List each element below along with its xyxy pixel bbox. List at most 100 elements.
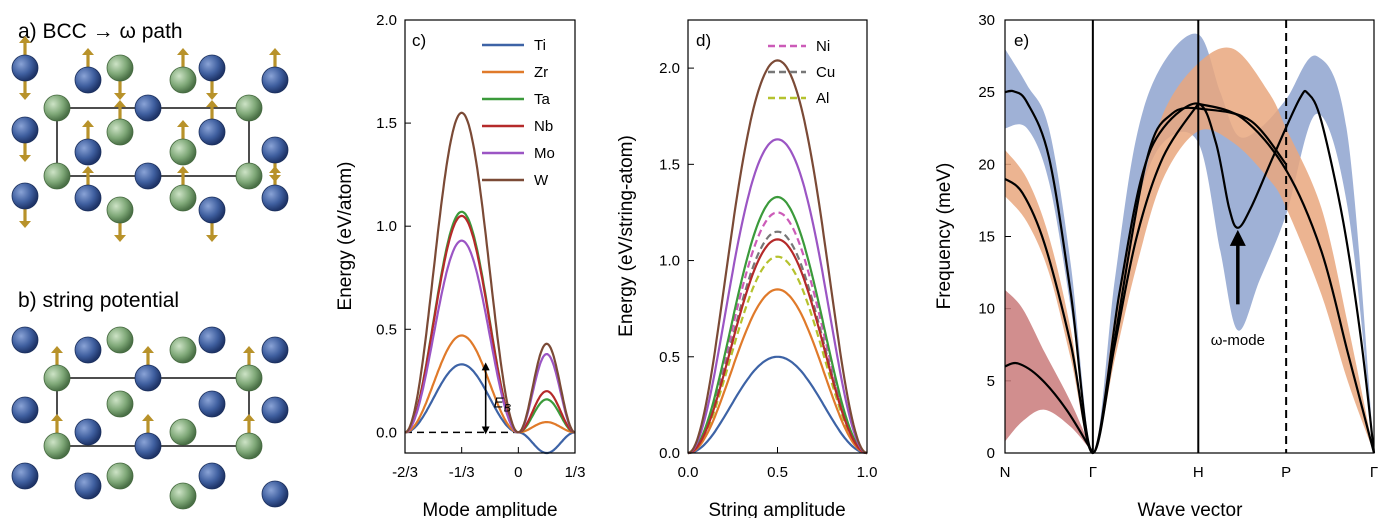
green-atom xyxy=(43,364,71,392)
x-tick-label: 0 xyxy=(514,464,522,481)
legend-label-Ti: Ti xyxy=(534,37,546,54)
arrow-head xyxy=(269,166,281,173)
chart-panel-d: 0.0 0.5 1.0 1.5 2.0 0.0 0.5 1.0 Ni Cu Al d) String… xyxy=(616,19,878,518)
x-tick-label: 0.0 xyxy=(678,464,699,481)
y-tick-label: 0.0 xyxy=(659,445,680,462)
legend-label-Ta: Ta xyxy=(534,91,551,108)
x-tick-label: N xyxy=(1000,464,1011,481)
panel-b: b) string potential xyxy=(11,289,289,510)
x-tick-label: 0.5 xyxy=(767,464,788,481)
green-atom xyxy=(43,432,71,460)
arrow-head xyxy=(19,36,31,43)
blue-atom xyxy=(261,396,289,424)
arrow-head xyxy=(177,166,189,173)
blue-atom xyxy=(261,480,289,508)
panel-e-label: e) xyxy=(1014,31,1029,50)
panel-d-xlabel: String amplitude xyxy=(708,500,845,518)
green-atom xyxy=(169,418,197,446)
y-tick-label: 0 xyxy=(987,445,995,462)
blue-atom xyxy=(134,432,162,460)
y-tick-label: 20 xyxy=(978,156,995,173)
dispersion-line-4 xyxy=(1004,361,1094,454)
x-tick-label: P xyxy=(1281,464,1291,481)
blue-atom xyxy=(134,94,162,122)
series-line-unlabeled-5 xyxy=(687,195,868,455)
dispersion-line-1 xyxy=(1004,103,1200,455)
x-tick-label: -2/3 xyxy=(392,464,418,481)
blue-atom xyxy=(11,462,39,490)
legend-label-Zr: Zr xyxy=(534,64,548,81)
blue-atom xyxy=(74,336,102,364)
blue-atom xyxy=(134,162,162,190)
dispersion-line-3 xyxy=(1109,106,1287,367)
arrow-head xyxy=(206,235,218,242)
blue-atom xyxy=(198,390,226,418)
x-tick-label: 1.0 xyxy=(857,464,878,481)
green-atom xyxy=(235,94,263,122)
blue-atom xyxy=(198,118,226,146)
y-tick-label: 1.0 xyxy=(376,218,397,235)
arrow-head xyxy=(142,414,154,421)
arrow-head xyxy=(206,100,218,107)
green-atom xyxy=(106,54,134,82)
panel-d-frame xyxy=(687,19,868,454)
arrow-head xyxy=(51,414,63,421)
omega-mode-annotation: ω-mode xyxy=(1211,332,1265,349)
green-atom xyxy=(106,462,134,490)
series-line-unlabeled-8 xyxy=(687,59,868,455)
panel-c-ylabel: Energy (eV/atom) xyxy=(335,162,356,311)
green-atom xyxy=(235,432,263,460)
series-line-W xyxy=(404,111,576,434)
green-atom xyxy=(235,364,263,392)
green-atom xyxy=(106,118,134,146)
series-line-Al xyxy=(687,255,868,455)
y-tick-label: 30 xyxy=(978,12,995,29)
blue-atom xyxy=(74,184,102,212)
series-line-unlabeled-6 xyxy=(687,238,868,455)
legend-label-Mo: Mo xyxy=(534,145,555,162)
series-line-Cu xyxy=(687,230,868,455)
green-atom xyxy=(169,184,197,212)
arrow-head xyxy=(243,346,255,353)
y-tick-label: 15 xyxy=(978,229,995,246)
arrow-head xyxy=(177,48,189,55)
blue-atom xyxy=(198,462,226,490)
y-tick-label: 2.0 xyxy=(659,60,680,77)
blue-atom xyxy=(261,336,289,364)
arrow-head xyxy=(114,93,126,100)
arrow-head xyxy=(114,100,126,107)
panel-e-xlabel: Wave vector xyxy=(1138,500,1244,518)
y-tick-label: 0.5 xyxy=(376,321,397,338)
panel-d-ylabel: Energy (eV/string-atom) xyxy=(616,135,637,337)
y-tick-label: 1.5 xyxy=(376,115,397,132)
green-atom xyxy=(106,196,134,224)
green-atom xyxy=(43,94,71,122)
arrow-head xyxy=(82,166,94,173)
arrow-head xyxy=(19,221,31,228)
blue-atom xyxy=(11,54,39,82)
y-tick-label: 2.0 xyxy=(376,12,397,29)
blue-atom xyxy=(198,326,226,354)
omega-arrow-head xyxy=(1229,229,1246,246)
panel-a-caption: a) BCC → ω path xyxy=(18,20,183,43)
x-tick-label: -1/3 xyxy=(449,464,475,481)
panel-e-frame xyxy=(1004,19,1375,454)
uncertainty-band-2 xyxy=(1005,289,1093,453)
x-tick-label: Γ xyxy=(1370,464,1378,481)
legend-label-Cu: Cu xyxy=(816,64,835,81)
legend-label-W: W xyxy=(534,172,549,189)
panel-b-caption: b) string potential xyxy=(18,289,179,312)
arrow-head xyxy=(19,93,31,100)
y-tick-label: 1.5 xyxy=(659,156,680,173)
uncertainty-band-1 xyxy=(1005,47,1374,454)
blue-atom xyxy=(198,54,226,82)
series-line-unlabeled-4 xyxy=(687,288,868,455)
arrow-head xyxy=(51,346,63,353)
dispersion-line-2 xyxy=(1197,102,1376,454)
panel-e-ylabel: Frequency (meV) xyxy=(934,163,955,310)
blue-atom xyxy=(261,136,289,164)
arrow-head xyxy=(114,235,126,242)
lattice-string-potential xyxy=(11,326,289,510)
arrow-head xyxy=(19,155,31,162)
